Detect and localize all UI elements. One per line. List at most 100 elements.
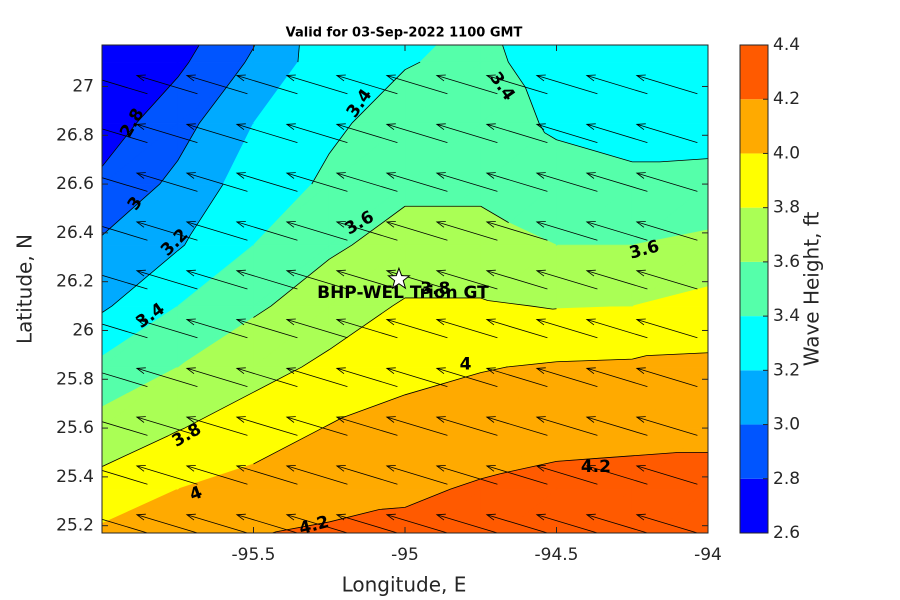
wave-vector bbox=[235, 513, 298, 533]
x-tick-label: -94.5 bbox=[535, 545, 579, 565]
wave-vector bbox=[185, 172, 248, 192]
wave-vector bbox=[635, 513, 698, 533]
wave-vector bbox=[285, 123, 348, 143]
wave-vector bbox=[102, 323, 148, 339]
y-tick-label: 25.8 bbox=[56, 369, 94, 389]
colorbar-label: Wave Height, ft bbox=[800, 212, 824, 367]
wave-vector bbox=[535, 464, 598, 485]
contour-line bbox=[311, 45, 708, 185]
colorbar-swatch bbox=[740, 370, 768, 425]
contour-label: 4 bbox=[460, 355, 472, 375]
wave-vector bbox=[585, 172, 648, 192]
y-tick-label: 26 bbox=[72, 320, 94, 340]
wave-vector bbox=[535, 220, 598, 241]
colorbar-swatch bbox=[740, 424, 768, 479]
wave-vector bbox=[385, 123, 448, 143]
wave-vector bbox=[485, 464, 548, 485]
contour-band bbox=[102, 366, 178, 429]
x-tick-label: -95.5 bbox=[232, 545, 276, 565]
contour-band bbox=[253, 45, 256, 49]
wave-vector bbox=[102, 79, 148, 95]
wave-vector bbox=[585, 74, 648, 95]
wave-vector bbox=[585, 123, 648, 143]
colorbar-tick-label: 4.4 bbox=[773, 35, 800, 55]
wave-vector bbox=[435, 123, 498, 143]
wave-vector bbox=[102, 518, 148, 533]
wave-vector bbox=[285, 172, 348, 192]
y-tick-label: 27 bbox=[72, 76, 94, 96]
wave-vector bbox=[646, 45, 648, 46]
y-tick-label: 25.4 bbox=[56, 467, 94, 487]
colorbar-tick-label: 3.6 bbox=[773, 252, 800, 272]
wave-vector bbox=[135, 464, 198, 485]
wave-vector bbox=[235, 464, 298, 485]
wave-vector bbox=[102, 421, 148, 436]
wave-vector bbox=[585, 464, 648, 485]
contour-band bbox=[632, 286, 708, 307]
wave-vector bbox=[385, 220, 448, 241]
wave-vector bbox=[135, 123, 198, 143]
wave-vector bbox=[435, 269, 498, 290]
wave-vector bbox=[235, 123, 298, 143]
colorbar-tick-label: 3.8 bbox=[773, 198, 800, 218]
wave-vector bbox=[185, 269, 248, 290]
wave-vector bbox=[535, 74, 598, 95]
wave-vector bbox=[102, 274, 148, 290]
wave-vector bbox=[435, 464, 498, 485]
wave-vector bbox=[585, 220, 648, 241]
wave-vector bbox=[635, 269, 698, 290]
wave-vector bbox=[435, 220, 498, 241]
y-tick-label: 26.8 bbox=[56, 125, 94, 145]
contour-band bbox=[328, 45, 352, 63]
contour-line bbox=[102, 45, 300, 313]
contour-band bbox=[102, 305, 178, 368]
wave-vector bbox=[385, 464, 448, 485]
y-tick-label: 26.6 bbox=[56, 174, 94, 194]
wave-vector bbox=[385, 172, 448, 192]
colorbar-swatch bbox=[740, 153, 768, 208]
contour-band bbox=[102, 488, 178, 533]
contour-band bbox=[301, 1, 329, 24]
contour-line bbox=[270, 452, 708, 533]
wave-vector bbox=[285, 464, 348, 485]
wave-vector bbox=[335, 220, 398, 241]
wave-vector bbox=[335, 123, 398, 143]
wave-vector bbox=[135, 220, 198, 241]
wave-vector bbox=[535, 513, 598, 533]
colorbar-swatch bbox=[740, 316, 768, 371]
wave-vector bbox=[102, 226, 148, 241]
wave-vector bbox=[435, 74, 498, 95]
wave-vector bbox=[135, 74, 198, 95]
wave-vector bbox=[585, 269, 648, 290]
contour-band bbox=[631, 45, 708, 63]
wave-vector bbox=[485, 269, 548, 290]
colorbar-swatch bbox=[740, 261, 768, 317]
wave-vector bbox=[185, 367, 248, 387]
colorbar-tick-label: 3.0 bbox=[773, 415, 800, 435]
wave-vector bbox=[435, 513, 498, 533]
wave-vector bbox=[635, 464, 698, 485]
wave-vector bbox=[246, 45, 248, 46]
y-tick-label: 25.6 bbox=[56, 418, 94, 438]
colorbar-tick-label: 4.2 bbox=[773, 89, 800, 109]
wave-vector bbox=[485, 513, 548, 533]
wave-vector bbox=[335, 464, 398, 485]
wave-vector bbox=[185, 416, 248, 436]
wave-vector bbox=[102, 372, 148, 387]
wave-vector bbox=[485, 123, 548, 143]
contour-band bbox=[188, 45, 254, 63]
wave-vector bbox=[635, 220, 698, 241]
x-axis-label: Longitude, E bbox=[342, 573, 467, 597]
contour-band bbox=[555, 45, 633, 63]
contour-label: 3.8 bbox=[420, 279, 450, 299]
contour-band bbox=[419, 45, 482, 63]
wave-vector bbox=[335, 172, 398, 192]
wave-vector bbox=[185, 464, 248, 485]
wave-vector bbox=[335, 513, 398, 533]
contour-line bbox=[253, 352, 708, 465]
wave-vector bbox=[285, 318, 348, 339]
site-marker bbox=[387, 266, 411, 290]
y-tick-label: 26.2 bbox=[56, 272, 94, 292]
wave-vector bbox=[335, 269, 398, 290]
wave-vector bbox=[235, 172, 298, 192]
